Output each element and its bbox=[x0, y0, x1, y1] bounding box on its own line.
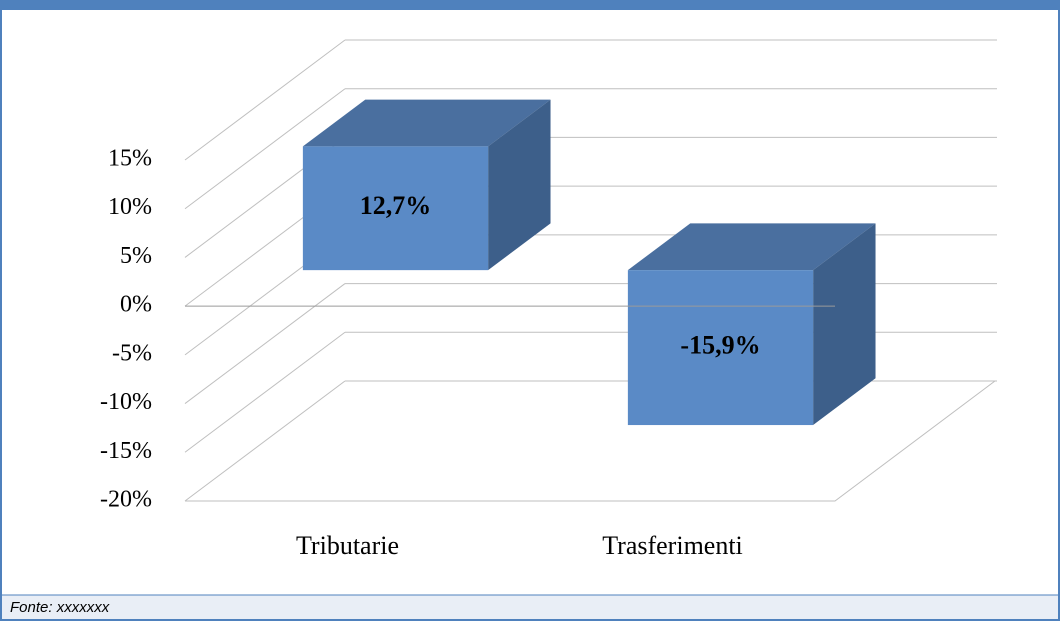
y-tick-label: -5% bbox=[112, 340, 152, 366]
bar bbox=[302, 146, 489, 271]
footer-text: Fonte: xxxxxxx bbox=[10, 599, 110, 616]
x-tick-label: Trasferimenti bbox=[602, 531, 743, 560]
y-tick-label: -20% bbox=[100, 487, 152, 513]
bar-side bbox=[813, 223, 876, 426]
y-tick-label: -15% bbox=[100, 438, 152, 464]
bar-top bbox=[302, 99, 551, 147]
data-label: 12,7% bbox=[360, 191, 432, 220]
grid-line-side bbox=[184, 283, 346, 404]
grid-line-side bbox=[184, 380, 346, 502]
bar-side bbox=[488, 99, 551, 271]
y-tick-label: 15% bbox=[108, 146, 152, 172]
bar-top bbox=[627, 223, 876, 271]
y-tick-label: 5% bbox=[120, 243, 152, 269]
y-tick-label: 0% bbox=[120, 292, 152, 318]
grid-line-side bbox=[184, 331, 346, 453]
y-tick-label: -10% bbox=[100, 389, 152, 415]
floor-edge bbox=[185, 380, 996, 502]
x-tick-label: Tributarie bbox=[296, 531, 399, 560]
data-label: -15,9% bbox=[680, 331, 760, 360]
bar bbox=[627, 270, 814, 426]
grid-line-side bbox=[184, 88, 346, 210]
footer-background bbox=[2, 595, 1058, 619]
y-tick-label: 10% bbox=[108, 194, 152, 220]
header-bar bbox=[0, 0, 1060, 10]
grid-line-side bbox=[184, 39, 346, 161]
